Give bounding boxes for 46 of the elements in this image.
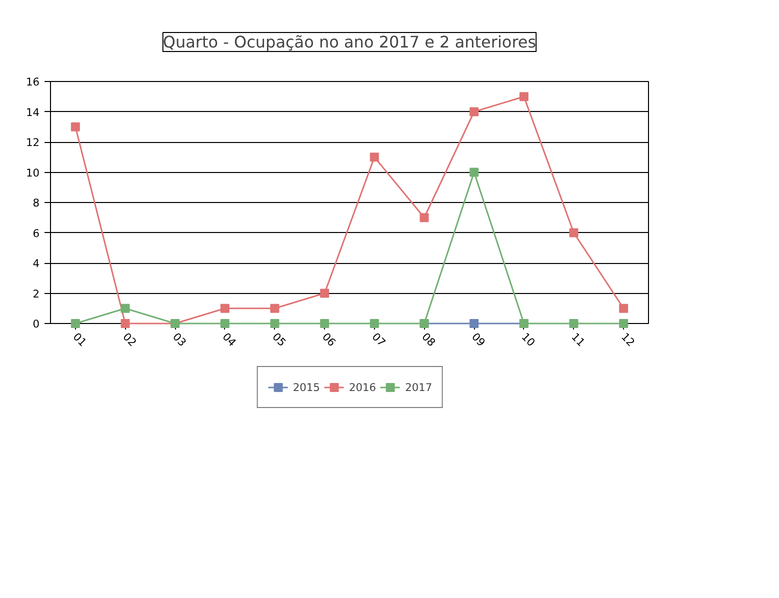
y-tick-label: 8 [32, 196, 40, 210]
y-tick-label: 12 [26, 136, 40, 149]
point [220, 319, 230, 328]
point [320, 288, 330, 298]
point [70, 319, 80, 328]
point [619, 319, 628, 328]
x-tick-label: 06 [320, 330, 338, 350]
point [470, 319, 479, 328]
point [320, 319, 330, 328]
x-tick-label: 08 [419, 330, 438, 350]
point [270, 304, 280, 313]
x-tick-label: 04 [220, 330, 239, 350]
y-tick-label: 14 [26, 106, 40, 119]
point [619, 304, 628, 313]
legend-label: 2015 [292, 380, 320, 394]
x-tick-label: 09 [469, 330, 488, 350]
point [470, 107, 479, 116]
x-tick-label: 02 [120, 330, 140, 350]
point [270, 319, 280, 328]
point [420, 213, 429, 222]
y-tick-label: 2 [32, 287, 40, 300]
legend-label: 2016 [348, 380, 376, 394]
x-tick-label: 10 [518, 330, 538, 350]
y-tick-label: 10 [26, 166, 40, 180]
legend-label: 2017 [405, 380, 432, 394]
x-tick-label: 07 [369, 330, 388, 350]
x-tick-label: 03 [170, 330, 189, 350]
point [120, 319, 130, 328]
point [569, 228, 578, 238]
point [370, 152, 379, 162]
point [120, 304, 130, 313]
x-tick-label: 05 [270, 330, 289, 350]
y-tick-label: 0 [32, 318, 40, 330]
point [70, 122, 80, 132]
y-tick-label: 16 [26, 76, 40, 88]
point [370, 319, 379, 328]
point [470, 168, 479, 177]
chart-title: Quarto - Ocupação no ano 2017 e 2 anteriores [162, 32, 536, 52]
x-tick-label: 12 [618, 330, 638, 350]
point [569, 319, 578, 328]
y-tick-label: 4 [32, 257, 40, 270]
y-tick-label: 6 [32, 226, 40, 240]
point [519, 92, 528, 102]
x-tick-label: 01 [70, 330, 90, 350]
x-tick-label: 11 [568, 330, 588, 350]
point [220, 304, 230, 313]
